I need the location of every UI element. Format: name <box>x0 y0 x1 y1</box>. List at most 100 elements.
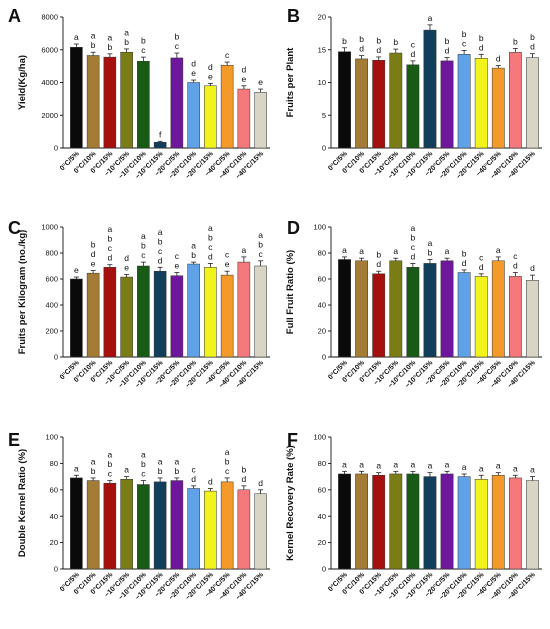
bar <box>491 475 505 570</box>
significance-letter: b <box>141 459 146 469</box>
significance-letter: a <box>411 223 416 233</box>
significance-letter: a <box>445 459 450 469</box>
significance-letter: a <box>91 456 96 466</box>
bar <box>440 260 454 358</box>
bar <box>187 82 200 149</box>
significance-letter: e <box>124 262 129 272</box>
significance-letter: b <box>462 29 467 39</box>
significance-letter: a <box>208 223 213 233</box>
significance-letter: c <box>175 41 180 51</box>
significance-letter: d <box>242 64 247 74</box>
significance-letter: a <box>376 461 381 471</box>
bar <box>389 52 403 149</box>
significance-letter: d <box>530 263 535 273</box>
bar <box>153 270 167 358</box>
significance-letter: a <box>124 27 129 37</box>
significance-letter: c <box>225 466 230 476</box>
significance-letter: c <box>108 469 113 479</box>
bar <box>508 477 522 570</box>
significance-letter: d <box>376 45 381 55</box>
significance-letter: d <box>513 261 518 271</box>
bar <box>137 265 150 358</box>
significance-letter: e <box>191 68 196 78</box>
bar <box>423 29 437 149</box>
significance-letter: d <box>191 474 196 484</box>
significance-letter: b <box>342 36 347 46</box>
significance-letter: e <box>91 259 96 269</box>
y-tick-label: 10 <box>318 78 326 87</box>
bar <box>103 267 117 358</box>
significance-letter: d <box>191 59 196 69</box>
significance-letter: d <box>208 476 213 486</box>
significance-letter: a <box>141 450 146 460</box>
significance-letter: b <box>91 40 96 50</box>
bar <box>170 275 184 358</box>
bar <box>153 142 167 149</box>
panel-letter: A <box>8 6 21 26</box>
bar <box>254 265 267 358</box>
significance-letter: b <box>124 37 129 47</box>
significance-letter: a <box>191 241 196 251</box>
significance-letter: d <box>411 251 416 261</box>
bar <box>526 280 539 358</box>
y-tick-label: 20 <box>318 538 326 547</box>
significance-letter: b <box>108 234 113 244</box>
significance-letter: b <box>158 466 163 476</box>
significance-letter: c <box>158 246 163 256</box>
y-tick-label: 8000 <box>41 13 58 22</box>
panel-letter: F <box>287 430 298 450</box>
significance-letter: d <box>124 253 129 263</box>
y-axis-label: Double Kernel Ratio (%) <box>17 449 28 557</box>
significance-letter: c <box>479 252 484 262</box>
bar <box>457 272 471 358</box>
significance-letter: c <box>411 39 416 49</box>
significance-letter: e <box>225 259 230 269</box>
bar <box>254 493 267 570</box>
significance-letter: a <box>513 463 518 473</box>
bar <box>508 52 522 149</box>
significance-letter: b <box>258 239 263 249</box>
significance-letter: a <box>496 245 501 255</box>
significance-letter: b <box>158 236 163 246</box>
significance-letter: e <box>258 77 263 87</box>
significance-letter: d <box>91 249 96 259</box>
significance-letter: d <box>530 42 535 52</box>
significance-letter: e <box>74 265 79 275</box>
y-tick-label: 80 <box>318 249 326 258</box>
y-tick-label: 200 <box>45 327 58 336</box>
significance-letter: c <box>225 50 230 60</box>
significance-letter: a <box>108 32 113 42</box>
significance-letter: c <box>462 38 467 48</box>
significance-letter: a <box>108 450 113 460</box>
bar <box>474 478 488 570</box>
significance-letter: a <box>411 459 416 469</box>
y-tick-label: 0 <box>54 565 58 574</box>
y-tick-label: 600 <box>45 275 58 284</box>
bar <box>389 260 403 358</box>
y-tick-label: 20 <box>318 327 326 336</box>
significance-letter: d <box>242 474 247 484</box>
panel-letter: E <box>8 430 20 450</box>
significance-letter: b <box>445 36 450 46</box>
bar <box>338 259 351 358</box>
bar <box>86 480 100 570</box>
significance-letter: f <box>159 129 162 139</box>
significance-letter: a <box>428 13 433 23</box>
y-tick-label: 40 <box>50 512 58 521</box>
significance-letter: d <box>496 53 501 63</box>
significance-letter: a <box>342 459 347 469</box>
y-tick-label: 100 <box>45 433 58 442</box>
bar <box>406 267 420 358</box>
significance-letter: d <box>411 49 416 59</box>
y-tick-label: 5 <box>322 111 326 120</box>
significance-letter: a <box>74 463 79 473</box>
bar <box>338 473 351 570</box>
y-tick-label: 0 <box>322 353 326 362</box>
significance-letter: e <box>208 71 213 81</box>
bar <box>170 57 184 149</box>
significance-letter: a <box>530 465 535 475</box>
significance-letter: a <box>445 246 450 256</box>
bar <box>187 488 200 570</box>
